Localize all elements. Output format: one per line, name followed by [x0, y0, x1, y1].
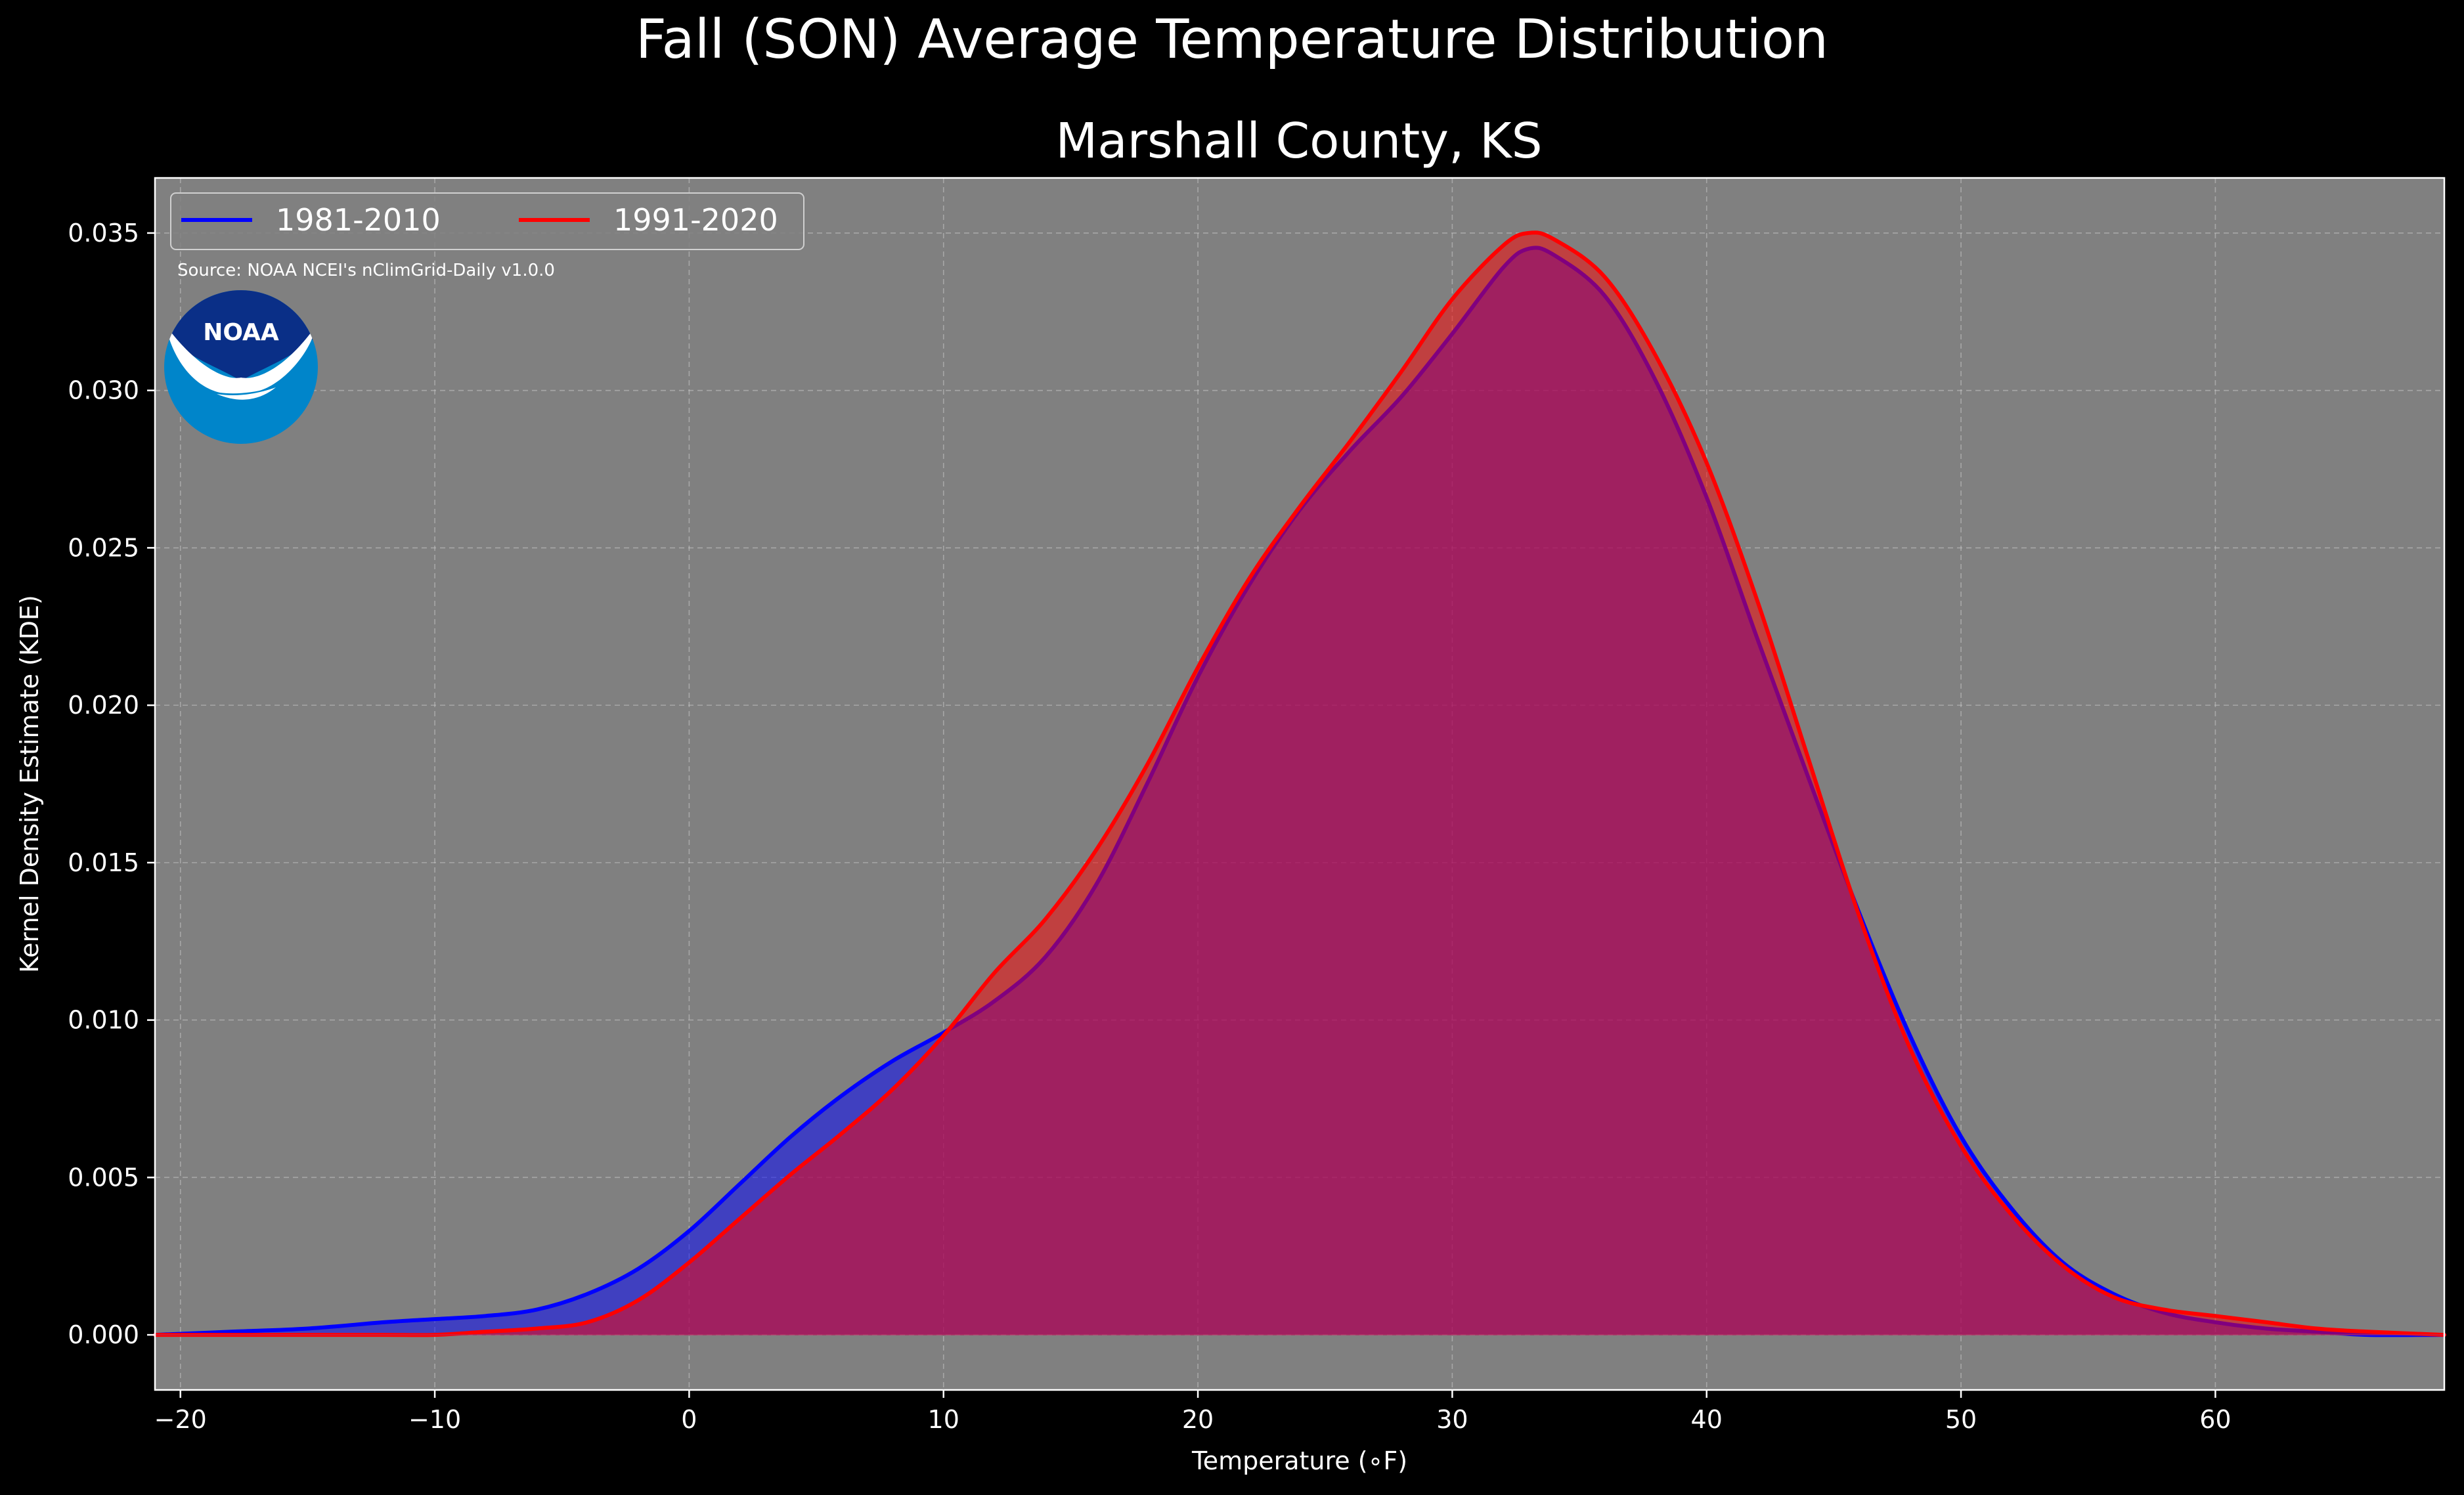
y-tick-label: 0.005	[68, 1163, 139, 1192]
x-tick-label: 30	[1436, 1405, 1468, 1434]
x-tick-label: 50	[1945, 1405, 1977, 1434]
x-tick-label: 60	[2199, 1405, 2231, 1434]
chart-title: Fall (SON) Average Temperature Distribut…	[636, 9, 1828, 71]
x-tick-label: −20	[154, 1405, 207, 1434]
y-tick-label: 0.030	[68, 376, 139, 405]
y-tick-label: 0.035	[68, 219, 139, 248]
plot-frame	[154, 177, 2446, 1391]
legend-label-1981-2010: 1981-2010	[276, 202, 441, 238]
x-tick-label: 0	[681, 1405, 697, 1434]
area-1991-2020	[155, 232, 2444, 1335]
y-tick-label: 0.020	[68, 691, 139, 720]
series-group	[153, 230, 2446, 1337]
legend-box	[170, 192, 804, 250]
y-tick-label: 0.015	[68, 848, 139, 877]
x-tick-label: −10	[408, 1405, 461, 1434]
ticks: −20 −10 0 10 20 30 40 50 60 0.000 0.005 0.010 0.015 0…	[68, 219, 2231, 1434]
legend-label-1991-2020: 1991-2020	[613, 202, 778, 238]
y-tick-label: 0.010	[68, 1006, 139, 1035]
y-tick-label: 0.000	[68, 1320, 139, 1349]
y-tick-label: 0.025	[68, 533, 139, 562]
legend: 1981-2010 1991-2020	[170, 192, 804, 250]
noaa-logo-text: NOAA	[203, 319, 279, 346]
y-axis-label: Kernel Density Estimate (KDE)	[15, 595, 44, 973]
chart-subtitle: Marshall County, KS	[1055, 113, 1542, 169]
line-1991-2020	[153, 230, 2446, 1337]
source-text: Source: NOAA NCEI's nClimGrid-Daily v1.0…	[177, 261, 555, 280]
x-axis-label: Temperature (∘F)	[1191, 1446, 1407, 1475]
x-tick-label: 40	[1691, 1405, 1723, 1434]
x-tick-label: 20	[1182, 1405, 1214, 1434]
x-tick-label: 10	[928, 1405, 959, 1434]
